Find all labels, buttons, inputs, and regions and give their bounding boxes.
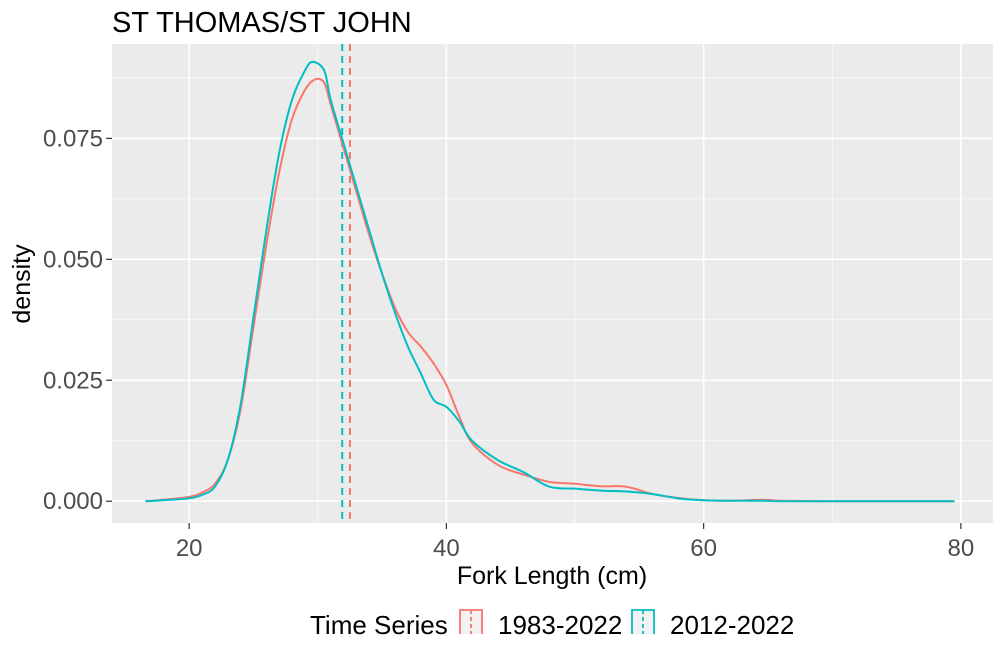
legend-title: Time Series (310, 610, 448, 640)
legend-label: 1983-2022 (498, 610, 622, 640)
legend-key-box (460, 610, 482, 634)
x-tick-label: 20 (176, 535, 203, 562)
chart-title: ST THOMAS/ST JOHN (112, 7, 412, 39)
axis-ticks: 20 40 60 80 0.000 0.025 0.050 0.075 (43, 125, 974, 562)
x-tick-label: 40 (433, 535, 460, 562)
y-tick-label: 0.050 (43, 246, 103, 273)
grid-lines (112, 44, 993, 523)
density-curves (145, 60, 955, 503)
plot-panel (112, 44, 993, 523)
x-tick-label: 60 (690, 535, 717, 562)
x-tick-label: 80 (947, 535, 974, 562)
density-line (145, 60, 955, 503)
y-tick-label: 0.025 (43, 367, 103, 394)
y-tick-label: 0.000 (43, 488, 103, 515)
legend: Time Series 1983-2022 2012-2022 (310, 609, 794, 640)
legend-label: 2012-2022 (670, 610, 794, 640)
y-axis-title: density (8, 244, 36, 324)
legend-key-box (632, 610, 654, 634)
mean-lines (341, 44, 351, 523)
x-axis-title: Fork Length (cm) (457, 562, 647, 590)
y-tick-label: 0.075 (43, 125, 103, 152)
